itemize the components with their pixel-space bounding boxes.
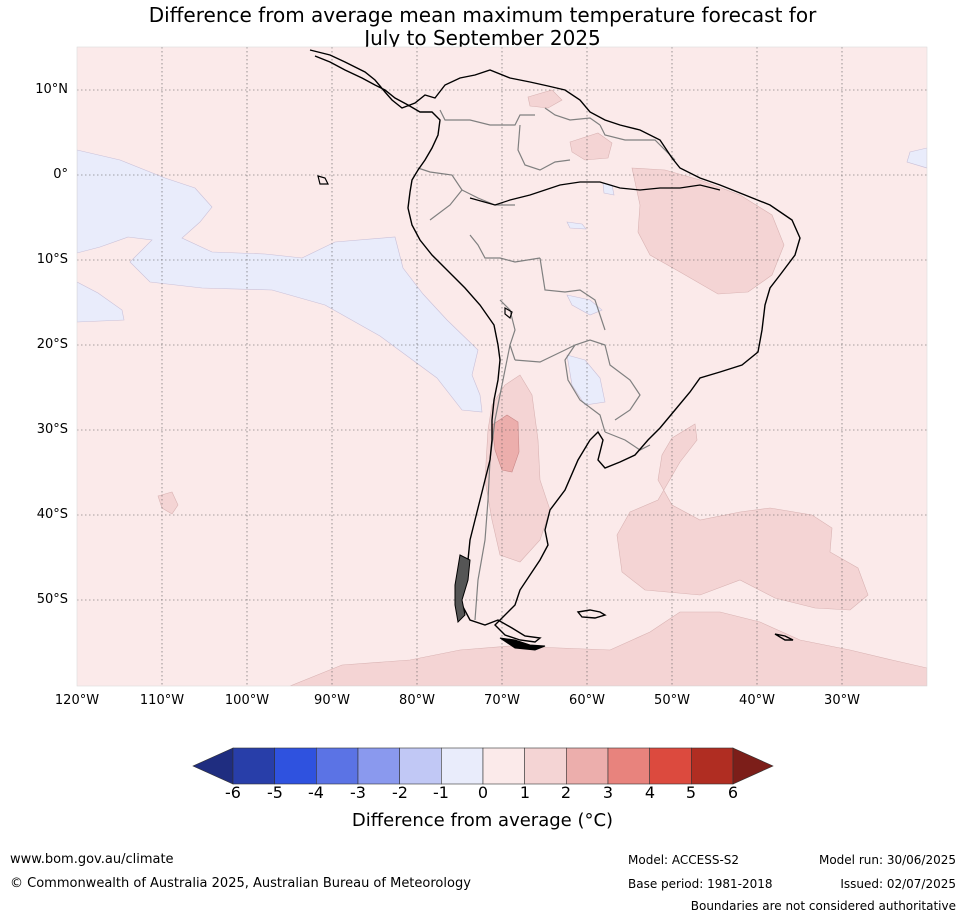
colorbar-segment	[316, 747, 359, 785]
footer-url: www.bom.gov.au/climate	[10, 852, 174, 867]
caribbean-warm-patch	[527, 89, 563, 109]
footer-disclaimer: Boundaries are not considered authoritat…	[690, 899, 956, 913]
south-georgia	[774, 633, 794, 641]
map-frame	[76, 46, 928, 687]
northeast-brazil-warm-region	[631, 167, 785, 295]
lat-label-30s: 30°S	[36, 422, 68, 437]
lat-label-20s: 20°S	[36, 337, 68, 352]
colorbar-segment	[649, 747, 692, 785]
footer-issued: Issued: 02/07/2025	[840, 877, 956, 891]
chart-title: Difference from average mean maximum tem…	[0, 4, 965, 50]
inland-cool-patch-2	[566, 294, 603, 316]
colorbar-segment	[441, 747, 484, 785]
lon-label-40w: 40°W	[739, 693, 775, 708]
colorbar-tick: 3	[602, 783, 614, 802]
colorbar-segment	[357, 747, 400, 785]
colorbar-tick: -1	[433, 783, 449, 802]
colorbar-segment	[566, 747, 609, 785]
lon-label-50w: 50°W	[654, 693, 690, 708]
lat-label-10n: 10°N	[35, 82, 68, 97]
lat-label-0: 0°	[53, 167, 68, 182]
colorbar-tick: 6	[727, 783, 739, 802]
tierra-del-fuego	[499, 637, 546, 651]
pacific-cool-region-south	[77, 281, 125, 323]
colorbar-segment	[399, 747, 442, 785]
lat-label-40s: 40°S	[36, 507, 68, 522]
colorbar-tick: 1	[519, 783, 531, 802]
colorbar-segment	[232, 747, 275, 785]
colorbar-segments	[232, 747, 734, 785]
amazon-river	[469, 181, 721, 206]
lake-titicaca	[504, 306, 513, 320]
footer-base-period: Base period: 1981-2018	[628, 877, 773, 891]
colorbar-tick: 2	[560, 783, 572, 802]
lon-label-70w: 70°W	[484, 693, 520, 708]
lon-label-30w: 30°W	[824, 693, 860, 708]
pacific-cool-region-east-edge	[906, 147, 927, 169]
lon-label-100w: 100°W	[224, 693, 270, 708]
chart-title-line1: Difference from average mean maximum tem…	[148, 3, 817, 27]
lon-label-110w: 110°W	[139, 693, 185, 708]
lon-label-120w: 120°W	[54, 693, 100, 708]
colorbar	[192, 747, 774, 785]
southern-ocean-warm-region	[289, 611, 927, 686]
lon-label-80w: 80°W	[399, 693, 435, 708]
colorbar-label: Difference from average (°C)	[351, 810, 614, 831]
footer-copyright: © Commonwealth of Australia 2025, Austra…	[10, 876, 471, 891]
colorbar-tick: -4	[308, 783, 324, 802]
colorbar-tick: -3	[350, 783, 366, 802]
footer-model: Model: ACCESS-S2	[628, 853, 740, 867]
colorbar-segment	[524, 747, 567, 785]
colorbar-segment	[691, 747, 734, 785]
chilean-archipelago	[454, 554, 471, 624]
inland-cool-patch	[566, 354, 606, 406]
colorbar-segment	[274, 747, 317, 785]
chart-title-line2: July to September 2025	[364, 26, 601, 50]
falkland-islands	[576, 609, 607, 619]
colorbar-tick: -6	[225, 783, 241, 802]
colorbar-tick: 5	[685, 783, 697, 802]
country-boundaries	[417, 107, 676, 621]
inland-cool-patch-3	[566, 221, 587, 230]
colorbar-tick: -2	[392, 783, 408, 802]
galapagos-islands	[317, 175, 329, 185]
andes-warm-core	[491, 414, 520, 473]
colorbar-tick: 0	[477, 783, 489, 802]
colorbar-extend-high	[732, 747, 774, 785]
guiana-warm-patch	[569, 132, 613, 161]
atlantic-warm-region	[616, 423, 869, 611]
lat-label-50s: 50°S	[36, 592, 68, 607]
pacific-cool-region	[77, 149, 483, 413]
south-america-coastline	[309, 49, 801, 643]
lon-label-60w: 60°W	[569, 693, 605, 708]
colorbar-segment	[482, 747, 525, 785]
footer-model-run: Model run: 30/06/2025	[818, 853, 956, 867]
lon-label-90w: 90°W	[314, 693, 350, 708]
colorbar-segment	[607, 747, 650, 785]
pacific-small-warm-patch	[157, 491, 179, 515]
graticule	[77, 47, 927, 686]
colorbar-tick: -5	[267, 783, 283, 802]
colorbar-tick: 4	[644, 783, 656, 802]
colorbar-extend-low	[192, 747, 234, 785]
lat-label-10s: 10°S	[36, 252, 68, 267]
